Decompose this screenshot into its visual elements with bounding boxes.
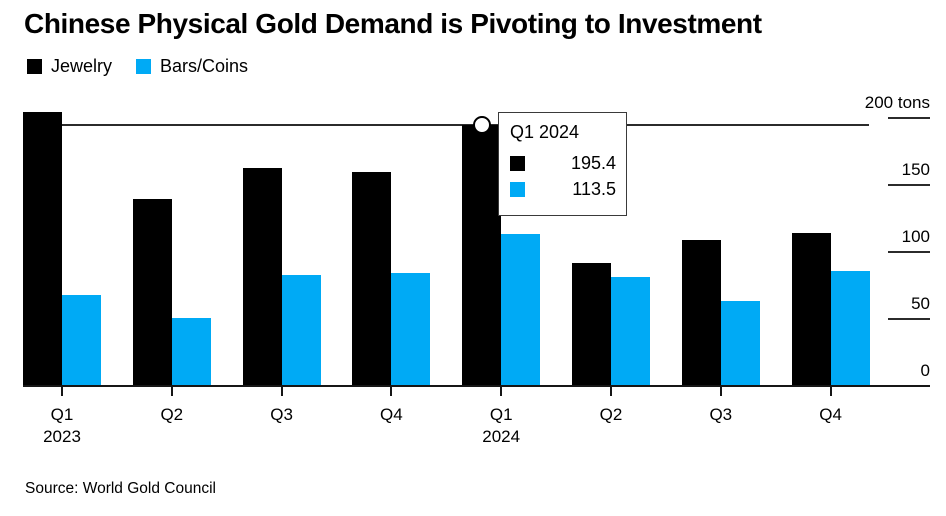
y-axis-label-0: 0	[920, 360, 930, 380]
legend-label: Bars/Coins	[160, 56, 249, 76]
x-label-year: 2023	[43, 427, 81, 446]
x-label-quarter: Q2	[160, 405, 184, 424]
y-axis-label-200: 200 tons	[864, 93, 930, 113]
x-axis-tick-q3-2024	[719, 386, 722, 396]
y-axis-tick-50	[888, 317, 930, 320]
y-axis-label-150: 150	[901, 160, 930, 180]
x-label-quarter: Q1	[489, 405, 513, 424]
legend-label: Jewelry	[51, 56, 113, 76]
bar-jewelry-q1-2024[interactable]	[462, 124, 502, 386]
x-axis-tick-q3-2023	[280, 386, 283, 396]
jewelry-swatch-icon	[510, 155, 525, 171]
bar-jewelry-q4-2024[interactable]	[791, 232, 831, 386]
x-label-quarter: Q3	[709, 405, 733, 424]
y-axis-label-50: 50	[911, 293, 930, 313]
x-axis-tick-q4-2023	[390, 386, 393, 396]
legend-item-jewelry: Jewelry	[27, 56, 112, 77]
bar-bars-coins-q2-2023[interactable]	[171, 318, 211, 386]
jewelry-swatch-icon	[27, 59, 42, 74]
bar-jewelry-q2-2023[interactable]	[132, 199, 172, 386]
bar-jewelry-q2-2024[interactable]	[572, 263, 611, 386]
x-axis-label-q4-2023: Q4	[351, 404, 431, 426]
bar-jewelry-q1-2023[interactable]	[23, 111, 62, 386]
bars-coins-swatch-icon	[510, 181, 525, 197]
x-axis-line	[23, 384, 930, 387]
tooltip-value-bars-coins: 113.5	[572, 178, 616, 199]
chart-legend: Jewelry Bars/Coins	[27, 56, 248, 77]
x-axis-tick-q2-2024	[610, 386, 612, 396]
bar-jewelry-q3-2023[interactable]	[242, 168, 282, 386]
x-label-quarter: Q2	[599, 405, 623, 424]
x-axis-label-q4-2024: Q4	[791, 404, 871, 426]
y-axis-tick-100	[888, 250, 930, 253]
x-axis-label-q1-2023: Q1 2023	[22, 404, 102, 448]
hover-tooltip: Q1 2024 195.4 113.5	[498, 112, 627, 216]
x-axis-tick-q1-2023	[61, 386, 63, 396]
x-axis-label-q2-2024: Q2	[571, 404, 651, 426]
x-label-quarter: Q1	[50, 405, 74, 424]
x-axis-label-q3-2023: Q3	[242, 404, 322, 426]
x-axis-tick-q1-2024	[500, 386, 503, 396]
bar-bars-coins-q4-2024[interactable]	[830, 271, 870, 386]
y-axis-tick-200	[888, 117, 930, 120]
bar-bars-coins-q3-2023[interactable]	[281, 275, 321, 386]
x-label-quarter: Q4	[819, 405, 842, 424]
x-label-quarter: Q3	[270, 405, 293, 424]
bar-bars-coins-q1-2023[interactable]	[62, 294, 101, 386]
tooltip-row-bars-coins: 113.5	[510, 176, 616, 202]
legend-item-bars-coins: Bars/Coins	[136, 56, 248, 77]
x-label-quarter: Q4	[380, 405, 403, 424]
chart-title: Chinese Physical Gold Demand is Pivoting…	[24, 8, 762, 39]
tooltip-title: Q1 2024	[510, 122, 580, 142]
x-axis-label-q1-2024: Q1 2024	[461, 404, 541, 448]
x-axis-label-q3-2024: Q3	[681, 404, 761, 426]
y-axis-tick-150	[888, 184, 930, 187]
hover-reference-line	[23, 123, 869, 126]
bars-coins-swatch-icon	[136, 59, 152, 74]
x-axis-tick-q4-2024	[829, 386, 832, 396]
bar-jewelry-q3-2024[interactable]	[681, 240, 721, 386]
tooltip-row-jewelry: 195.4	[510, 150, 616, 176]
bar-bars-coins-q4-2023[interactable]	[391, 273, 431, 386]
bar-jewelry-q4-2023[interactable]	[352, 172, 392, 386]
y-axis-label-100: 100	[901, 226, 930, 246]
x-axis-label-q2-2023: Q2	[132, 404, 212, 426]
tooltip-value-jewelry: 195.4	[570, 152, 616, 173]
bar-bars-coins-q1-2024[interactable]	[501, 233, 541, 386]
source-credit: Source: World Gold Council	[25, 480, 216, 497]
bar-bars-coins-q2-2024[interactable]	[611, 277, 650, 386]
x-label-year: 2024	[482, 427, 521, 446]
x-axis-tick-q2-2023	[170, 386, 173, 396]
bar-bars-coins-q3-2024[interactable]	[720, 300, 760, 386]
hover-marker-icon	[472, 115, 491, 134]
